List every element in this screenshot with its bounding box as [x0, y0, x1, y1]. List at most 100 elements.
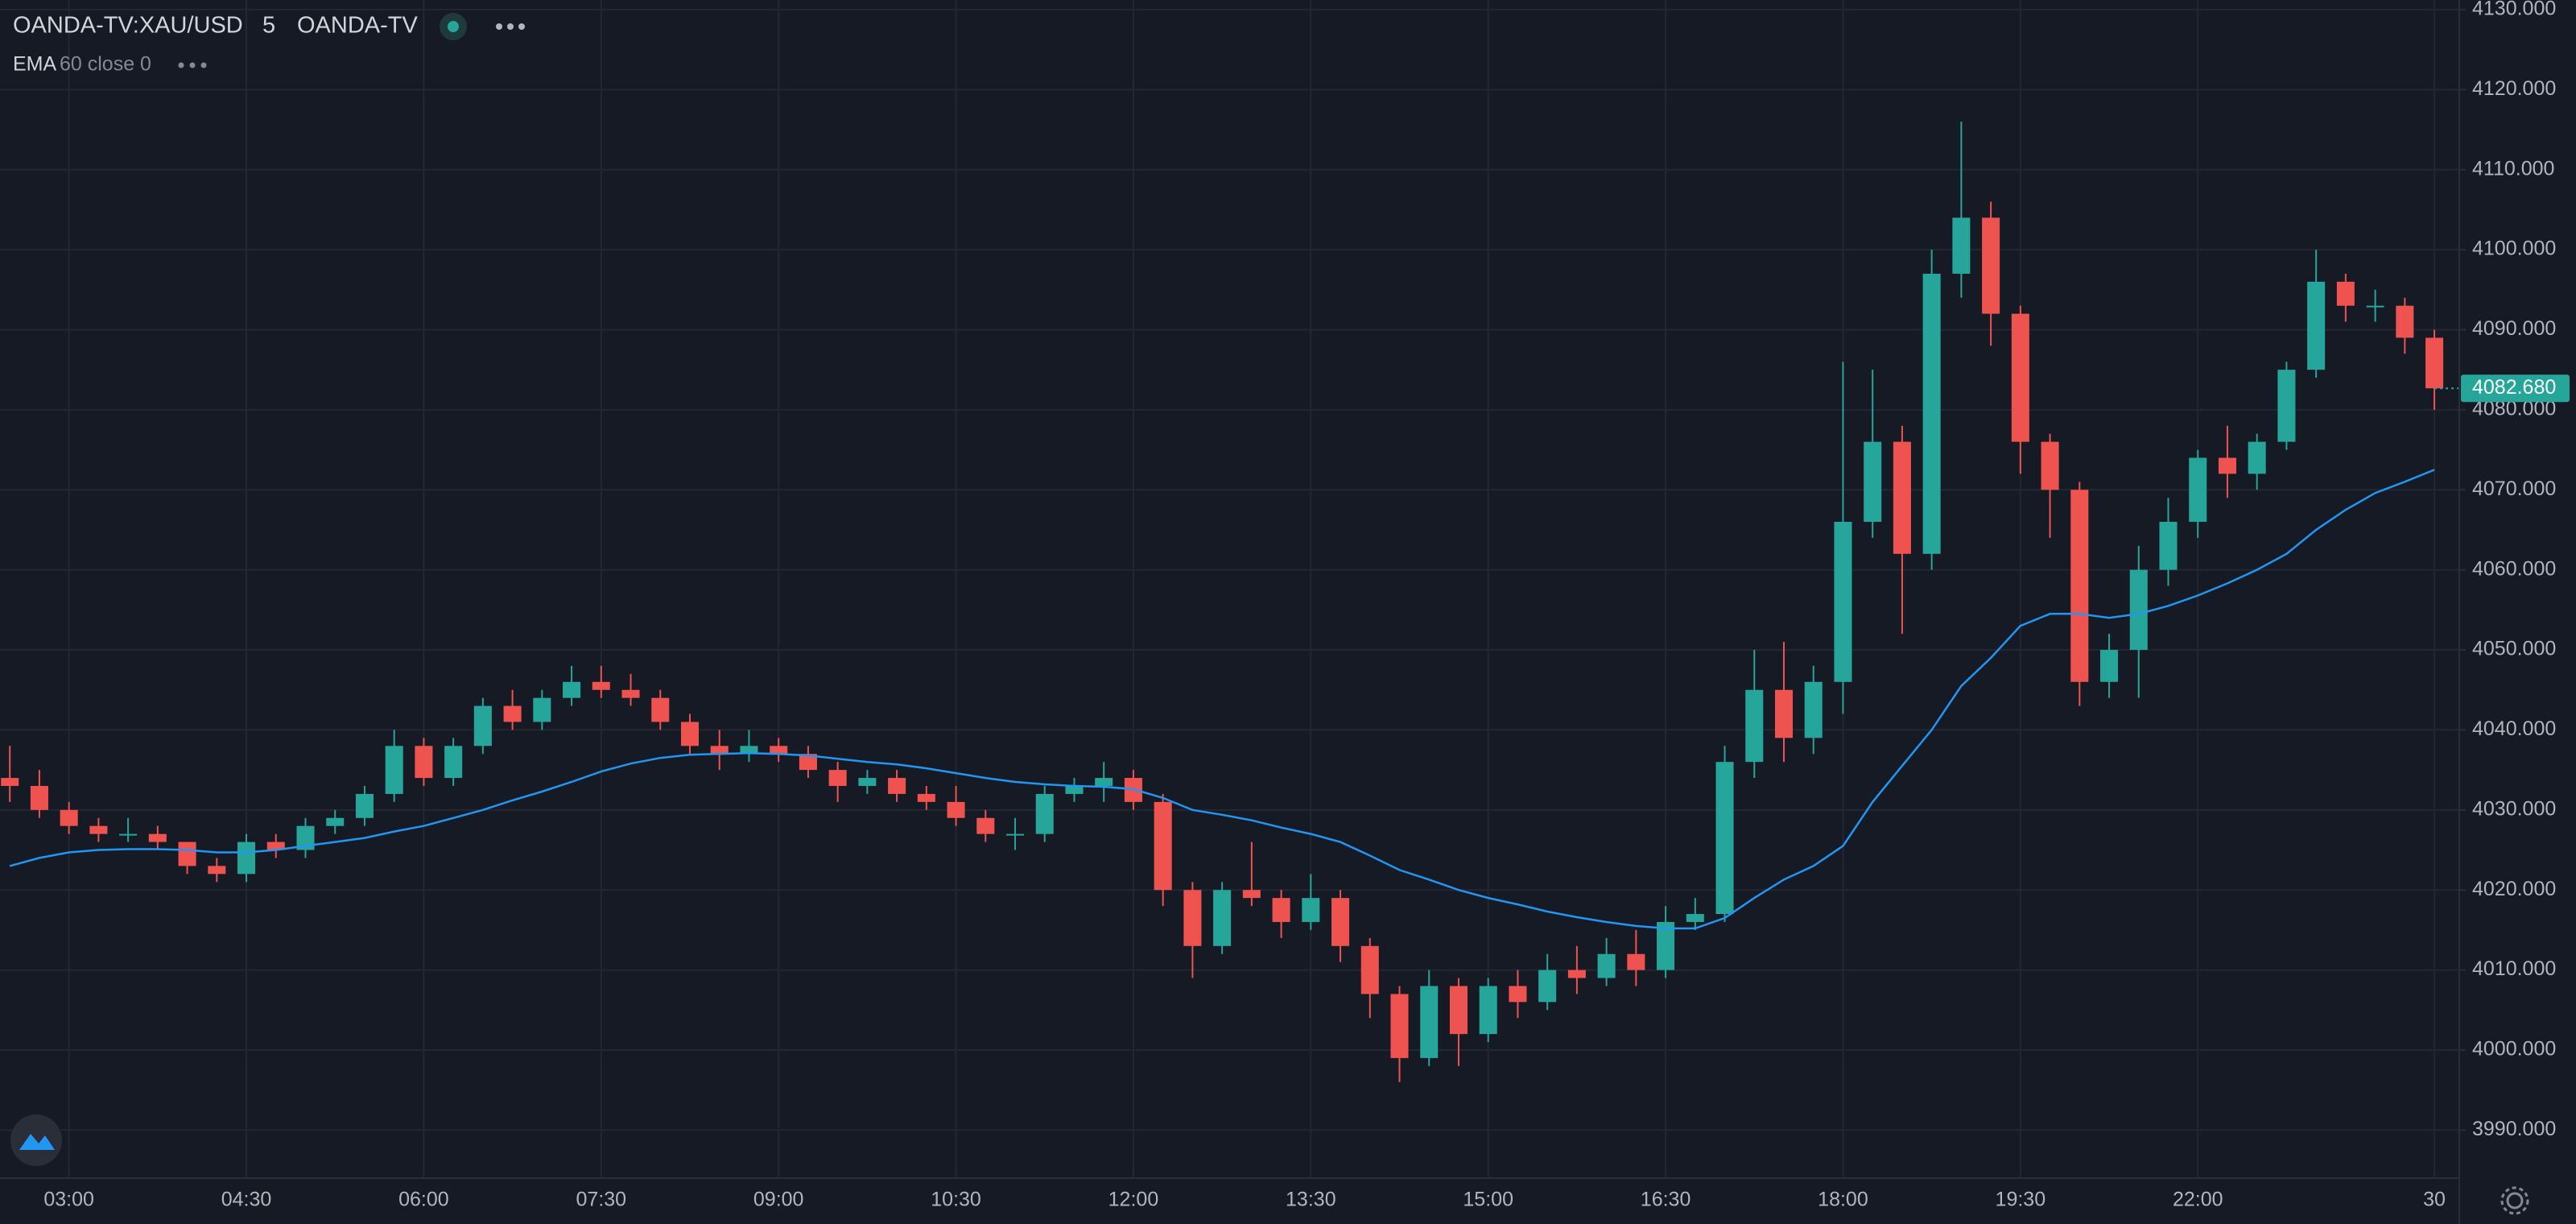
ema-line [9, 469, 2435, 930]
x-tick-label: 10:30 [931, 1189, 981, 1211]
candle-body [473, 705, 492, 746]
settings-button[interactable] [2500, 1186, 2529, 1215]
candle-body [2011, 313, 2029, 442]
candle-body [1834, 522, 1852, 682]
candle-body [326, 817, 345, 826]
y-tick-label: 4100.000 [2472, 238, 2556, 260]
y-tick-label: 4110.000 [2472, 157, 2554, 180]
candle-body [2425, 337, 2444, 389]
candle-body [2366, 305, 2384, 308]
more-button[interactable] [496, 23, 525, 30]
candle-body [976, 817, 995, 834]
candle-body [1095, 778, 1113, 786]
candle-body [858, 778, 877, 786]
candle-body [2396, 305, 2414, 338]
candle-body [1538, 970, 1557, 1003]
y-tick-label: 4070.000 [2472, 478, 2556, 500]
logo[interactable] [10, 1114, 62, 1166]
x-tick-label: 22:00 [2173, 1189, 2223, 1211]
x-tick-label: 09:00 [753, 1189, 804, 1211]
axes: 3990.000 4000.000 4010.000 4020.000 4030.000… [43, 0, 2570, 1211]
candle-body [1597, 953, 1616, 978]
x-tick-label: 15:00 [1463, 1189, 1513, 1211]
indicator-more[interactable] [178, 62, 207, 68]
x-tick-label: 12:00 [1108, 1189, 1159, 1211]
candle-body [1183, 890, 1202, 946]
candle-body [2307, 281, 2326, 370]
y-tick-label: 4120.000 [2472, 77, 2556, 100]
x-tick-label: 07:30 [576, 1189, 627, 1211]
candle-body [1804, 681, 1823, 738]
candle-body [1567, 970, 1586, 978]
x-tick-label: 18:00 [1818, 1189, 1868, 1211]
market-status-dot [448, 21, 459, 32]
y-tick-label: 4030.000 [2472, 797, 2556, 820]
candle-body [2218, 457, 2236, 474]
candle-body [1065, 785, 1084, 794]
candle-body [1035, 793, 1054, 834]
candle-body [296, 825, 315, 850]
candle-body [89, 825, 108, 834]
candle-body [680, 722, 700, 746]
candle-body [415, 746, 433, 779]
candle-body [1420, 986, 1439, 1058]
candle-body [2041, 441, 2059, 490]
candle-body [1390, 994, 1409, 1058]
candle-body [651, 697, 670, 722]
candle-body [60, 809, 78, 826]
x-tick-label: 06:00 [398, 1189, 449, 1211]
y-tick-label: 4010.000 [2472, 957, 2556, 980]
candle-body [385, 746, 403, 794]
y-tick-label: 4060.000 [2472, 557, 2556, 580]
y-tick-label: 4090.000 [2472, 317, 2556, 340]
candle-body [799, 754, 817, 771]
candle-body [119, 833, 138, 836]
plot [1, 122, 2459, 1082]
candle-body [444, 746, 463, 779]
candle-body [1272, 898, 1290, 922]
candle-body [710, 746, 729, 755]
candle-body [1982, 217, 2000, 314]
x-tick-label: 16:30 [1641, 1189, 1691, 1211]
candle-body [2189, 457, 2207, 523]
candle-body [1745, 689, 1764, 763]
candle-body [1302, 898, 1320, 922]
candle-body [2070, 490, 2089, 682]
y-tick-label: 4130.000 [2472, 0, 2556, 20]
candle-body [237, 842, 256, 875]
candle-body [178, 842, 196, 866]
y-tick-label: 4020.000 [2472, 878, 2556, 900]
indicator-params: 60 close 0 [60, 53, 151, 76]
x-tick-label: 30 [2423, 1189, 2446, 1211]
x-tick-label: 03:00 [43, 1189, 94, 1211]
candle-body [355, 793, 374, 818]
candle-body [1627, 953, 1645, 970]
candle-body [1715, 762, 1734, 915]
y-tick-label: 3990.000 [2472, 1118, 2556, 1140]
candle-body [1449, 986, 1468, 1035]
candle-body [592, 681, 610, 690]
candle-body [2248, 441, 2266, 474]
candle-body [828, 770, 847, 786]
candle-body [1952, 217, 1971, 274]
interval: 5 [262, 13, 275, 39]
candle-body [740, 746, 758, 755]
candle-body [2129, 569, 2148, 651]
logo-icon [19, 1134, 55, 1150]
x-tick-label: 13:30 [1286, 1189, 1336, 1211]
candle-body [533, 697, 551, 722]
candle-body [1242, 890, 1261, 899]
last-price-label: 4082.680 [2472, 376, 2556, 399]
candle-body [1864, 441, 1882, 523]
candle-body [1213, 890, 1232, 946]
candle-body [503, 705, 522, 722]
candle-body [2100, 650, 2119, 682]
candle-body [1331, 898, 1350, 946]
candle-body [770, 746, 788, 755]
source: OANDA-TV [297, 13, 419, 39]
candle-body [947, 801, 965, 818]
y-tick-label: 4050.000 [2472, 638, 2556, 660]
indicator-name: EMA [13, 53, 57, 76]
